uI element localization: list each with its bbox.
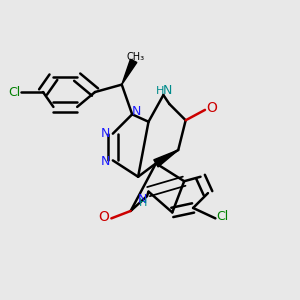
Text: H: H (156, 85, 165, 96)
Text: Cl: Cl (217, 210, 229, 224)
Polygon shape (154, 150, 178, 167)
Text: N: N (138, 193, 147, 206)
Text: N: N (101, 155, 110, 168)
Text: Cl: Cl (8, 85, 20, 98)
Text: O: O (206, 101, 217, 116)
Text: N: N (163, 84, 172, 97)
Text: CH₃: CH₃ (127, 52, 145, 62)
Text: N: N (101, 127, 110, 140)
Polygon shape (122, 59, 137, 85)
Text: N: N (132, 106, 141, 118)
Text: H: H (138, 199, 147, 208)
Text: O: O (98, 210, 110, 224)
